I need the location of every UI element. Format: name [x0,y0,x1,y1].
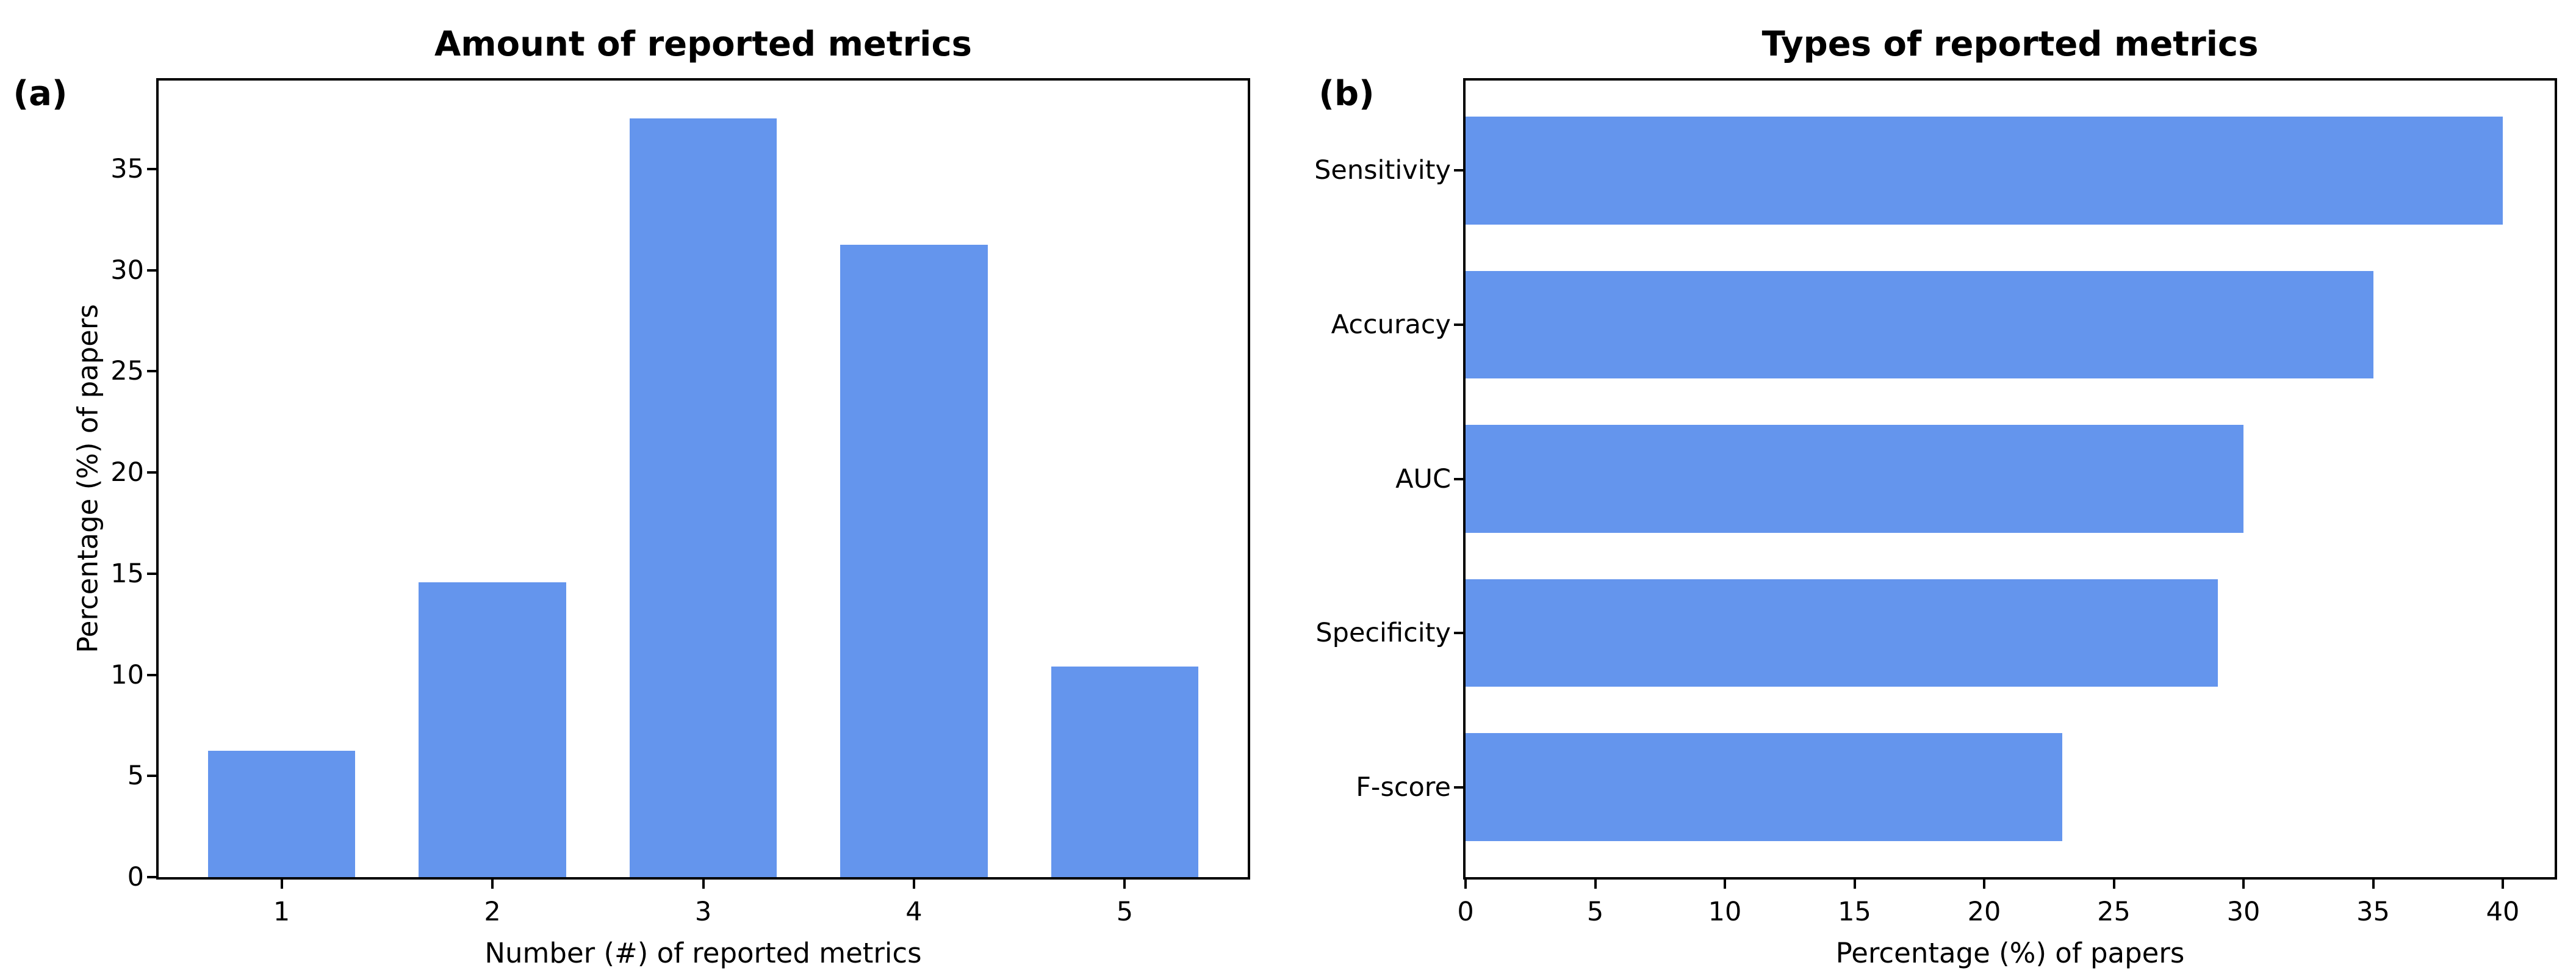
x-tick-mark [1464,880,1467,889]
x-tick-label: 30 [2226,897,2261,927]
x-tick-label: 10 [1708,897,1742,927]
x-tick-label: 5 [1586,897,1604,927]
x-tick-mark [280,880,283,889]
y-tick-mark [1454,323,1463,326]
x-tick-label: 1 [273,897,290,927]
x-tick-mark [1123,880,1126,889]
y-tick-mark [1454,477,1463,480]
x-axis-label-a: Number (#) of reported metrics [484,937,922,969]
y-tick-mark [147,269,156,272]
y-tick-label: 0 [127,862,144,892]
panel-label-a: (a) [13,74,68,114]
y-category-label: Sensitivity [1314,155,1451,186]
x-tick-label: 15 [1838,897,1871,927]
y-tick-mark [147,775,156,778]
y-tick-mark [147,168,156,170]
x-tick-mark [1594,880,1597,889]
y-tick-label: 25 [110,356,144,387]
bar-specificity [1466,579,2218,687]
y-category-label: Accuracy [1331,309,1451,340]
bar-4 [840,245,988,877]
y-tick-mark [147,370,156,373]
y-tick-label: 5 [127,761,144,792]
plot-area-types-of-metrics: Percentage (%) of papers Sensitivity Accu… [1314,78,2557,969]
y-tick-mark [147,876,156,878]
x-tick-mark [1853,880,1856,889]
chart-a-title: Amount of reported metrics [434,24,973,64]
x-tick-label: 25 [2097,897,2131,927]
y-tick-label: 10 [110,659,144,690]
y-tick-label: 20 [110,457,144,488]
panel-label-b: (b) [1319,74,1375,114]
x-tick-mark [912,880,915,889]
x-tick-label: 35 [2356,897,2390,927]
x-tick-label: 0 [1457,897,1474,927]
x-tick-label: 2 [484,897,501,927]
bar-accuracy [1466,270,2373,379]
y-tick-label: 30 [110,255,144,286]
x-tick-mark [1983,880,1985,889]
y-category-label: F-score [1356,772,1451,803]
y-tick-mark [1454,169,1463,172]
x-tick-mark [2112,880,2115,889]
x-tick-mark [2242,880,2245,889]
x-tick-mark [702,880,705,889]
y-tick-mark [1454,786,1463,789]
x-tick-label: 40 [2486,897,2520,927]
x-tick-mark [1724,880,1726,889]
x-tick-label: 20 [1967,897,2001,927]
bar-sensitivity [1466,116,2503,225]
y-tick-mark [1454,632,1463,635]
chart-b-title: Types of reported metrics [1761,24,2259,64]
x-tick-label: 4 [905,897,923,927]
bar-auc [1466,425,2243,533]
x-tick-label: 3 [694,897,712,927]
x-tick-mark [2502,880,2504,889]
y-tick-label: 15 [110,558,144,589]
x-tick-mark [2372,880,2375,889]
y-category-label: Specificity [1315,618,1451,649]
bar-3 [629,118,777,877]
plot-area-amount-of-metrics: Percentage (%) of papers Number (#) of r… [72,78,1250,969]
y-tick-mark [147,471,156,474]
bar-1 [207,750,356,877]
y-axis-label-a: Percentage (%) of papers [71,304,104,653]
bar-2 [419,582,566,877]
x-axis-label-b: Percentage (%) of papers [1835,937,2185,969]
y-category-label: AUC [1395,463,1451,494]
x-tick-label: 5 [1116,897,1134,927]
x-tick-mark [491,880,494,889]
bar-f-score [1466,733,2062,842]
y-tick-label: 35 [110,154,144,184]
y-tick-mark [147,572,156,575]
y-tick-mark [147,673,156,676]
bar-5 [1051,666,1199,877]
